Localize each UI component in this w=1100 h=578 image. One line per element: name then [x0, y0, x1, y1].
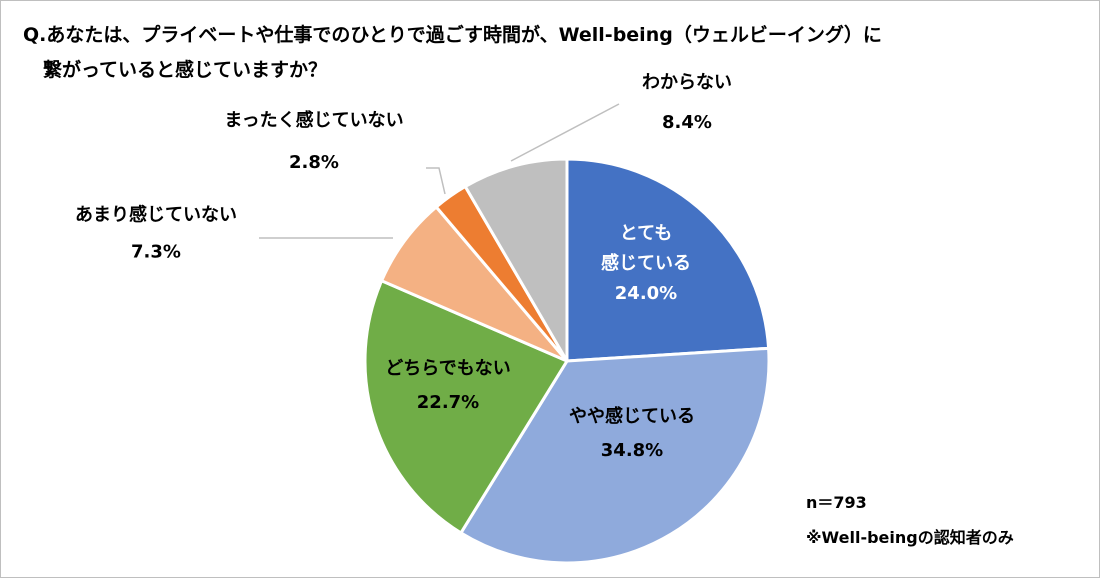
slice-value-label-3: 22.7%: [417, 392, 479, 413]
slice-category-label-6: わからない: [642, 72, 732, 93]
pie-slice-3: [363, 279, 569, 535]
slice-value-label-1: 24.0%: [615, 283, 677, 304]
sample-size-note: n＝793: [806, 493, 867, 512]
chart-title-line-1: Q.あなたは、プライベートや仕事でのひとりで過ごす時間が、Well-being（…: [23, 23, 882, 46]
chart-title: Q.あなたは、プライベートや仕事でのひとりで過ごす時間が、Well-being（…: [23, 23, 882, 81]
pie-slice-6: [463, 157, 569, 363]
slice-category-label-3: どちらでもない: [385, 358, 510, 379]
leader-line-6: [510, 103, 620, 162]
leader-line-5: [426, 167, 446, 195]
pie-slice-1: [565, 157, 771, 363]
slice-value-label-5: 2.8%: [289, 152, 339, 173]
slice-category-label-2: やや感じている: [569, 405, 695, 427]
slice-value-label-4: 7.3%: [131, 242, 181, 263]
slice-category-label-1: とても: [620, 223, 673, 244]
slice-category-label-4: あまり感じていない: [75, 204, 237, 226]
leader-lines: [259, 103, 620, 239]
slice-category-label-1: 感じている: [601, 252, 691, 274]
slice-value-label-2: 34.8%: [601, 440, 663, 461]
slice-value-label-6: 8.4%: [662, 112, 712, 133]
chart-title-line-2: 繋がっていると感じていますか？: [43, 58, 327, 81]
chart-notes: n＝793 ※Well-beingの認知者のみ: [806, 493, 1014, 547]
pie-slices: [363, 157, 771, 565]
population-note: ※Well-beingの認知者のみ: [806, 528, 1014, 547]
pie-slice-2: [459, 346, 771, 565]
slice-category-label-5: まったく感じていない: [224, 109, 403, 131]
